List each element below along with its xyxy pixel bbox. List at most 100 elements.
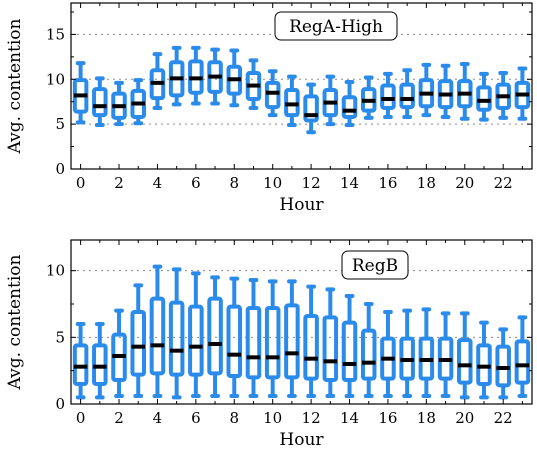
chart-title: RegA-High [289,17,383,37]
box-hour-19 [437,311,454,398]
iqr-box [264,306,281,380]
x-tick-label: 2 [114,174,124,192]
box-hour-5 [168,45,185,107]
x-axis-label: Hour [279,430,324,450]
iqr-box [284,303,300,380]
box-hour-15 [360,302,377,398]
box-hour-23 [514,66,531,121]
title-box [341,250,409,280]
iqr-box [130,310,146,377]
y-axis-label: Avg. contention [5,255,25,391]
box-hour-13 [322,74,339,127]
x-tick-label: 14 [340,409,359,427]
box-hour-6 [188,271,204,398]
iqr-box [226,304,243,378]
box-hour-11 [284,279,300,398]
x-tick-label: 16 [378,409,397,427]
iqr-box [399,82,415,110]
x-tick-label: 12 [302,409,321,427]
box-hour-13 [322,287,339,398]
box-hour-21 [476,71,492,122]
box-hour-12 [303,82,319,135]
iqr-box [92,87,108,118]
iqr-box [245,306,262,380]
box-hour-20 [457,311,473,400]
x-tick-label: 10 [263,409,282,427]
box-hour-10 [264,279,281,398]
title-box [274,11,398,41]
box-hour-16 [380,310,396,398]
x-tick-label: 16 [378,174,397,192]
box-hour-11 [284,74,300,128]
box-hour-4 [149,52,166,110]
iqr-box [457,338,473,385]
iqr-box [168,300,185,377]
iqr-box [380,83,396,110]
x-tick-label: 18 [417,409,436,427]
x-tick-label: 6 [191,174,201,192]
x-tick-label: 14 [340,174,359,192]
box-hour-1 [92,322,108,400]
box-hour-15 [360,75,377,120]
iqr-box [207,296,223,376]
y-tick-label: 10 [46,70,65,88]
box-hour-0 [72,61,89,125]
x-tick-label: 20 [455,409,474,427]
y-tick-label: 5 [55,115,65,133]
y-axis-label: Avg. contention [5,19,25,155]
x-tick-label: 10 [263,174,282,192]
box-hour-7 [207,47,223,106]
box-hour-17 [399,308,415,398]
box-hour-17 [399,68,415,119]
x-tick-label: 2 [114,409,124,427]
box-hour-18 [418,307,435,398]
box-hour-9 [245,58,262,110]
plot-frame [70,239,533,405]
box-hour-23 [514,315,531,398]
chart-panel-2: 0 2 4 6 8 10 12 14 16 18 20 22 0 5 10 Hour Avg. contenti… [5,239,533,450]
y-tick-label: 0 [55,160,65,178]
iqr-box [341,320,358,382]
box-hour-10 [264,69,281,118]
box-hour-1 [92,76,108,128]
box-hour-6 [188,45,204,106]
chart-title: RegB [352,256,398,276]
x-tick-label: 6 [191,409,201,427]
iqr-box [149,296,166,376]
box-hour-8 [226,276,243,398]
box-hour-4 [149,264,166,398]
box-hour-14 [341,294,358,398]
box-hour-2 [111,80,127,127]
box-hour-20 [457,62,473,121]
plot-frame [70,2,533,170]
chart-panel-1: 0 2 4 6 8 10 12 14 16 18 20 22 0 5 10 15 Hour Avg. conten… [5,2,533,215]
iqr-box [360,328,377,381]
box-hour-0 [72,322,89,400]
x-tick-label: 0 [76,174,86,192]
y-tick-label: 10 [46,262,65,280]
x-tick-label: 0 [76,409,86,427]
box-hour-18 [418,62,435,118]
x-tick-label: 4 [153,174,163,192]
y-tick-label: 15 [46,25,65,43]
iqr-box [188,304,204,377]
x-tick-label: 8 [229,174,239,192]
box-hour-8 [226,48,243,108]
y-tick-label: 5 [55,328,65,346]
iqr-box [322,315,339,383]
iqr-box [303,94,319,123]
iqr-box [341,95,358,119]
x-tick-label: 4 [153,409,163,427]
y-tick-label: 0 [55,395,65,413]
iqr-box [264,80,281,110]
box-hour-3 [130,283,146,398]
box-hour-16 [380,71,396,119]
box-hour-9 [245,278,262,398]
box-hour-2 [111,308,127,398]
box-hour-12 [303,284,319,398]
box-hour-5 [168,267,185,400]
box-hour-22 [495,70,511,120]
iqr-box [303,314,319,381]
box-hour-7 [207,275,223,398]
